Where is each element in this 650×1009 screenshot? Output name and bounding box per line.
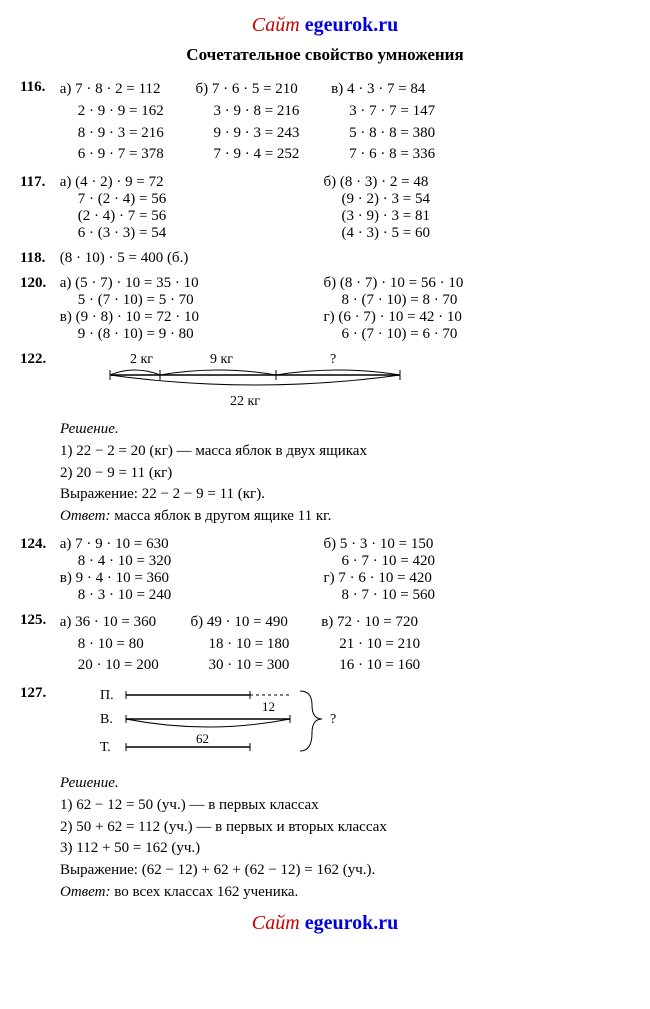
problem-118: 118. (8 · 10) · 5 = 400 (б.) (20, 250, 630, 267)
problem-127: 127. П. 12 В. 62 Т. ? Решение. 1) 62 − 1… (20, 685, 630, 904)
wm-prefix: Сайт (252, 14, 305, 36)
d127-62: 62 (196, 731, 209, 746)
d127-p: П. (100, 688, 114, 703)
d127-v: В. (100, 712, 113, 727)
sol-title: Решение. (60, 773, 630, 795)
pnum: 127. (20, 685, 56, 702)
d127-12: 12 (262, 699, 275, 714)
wm-site: egeurok.ru (305, 14, 399, 36)
d122-l3: ? (330, 352, 336, 367)
d127-t: Т. (100, 740, 111, 755)
sol-title: Решение. (60, 419, 630, 441)
problem-122: 122. 2 кг 9 кг ? 22 кг Решение. 1) 22 − … (20, 351, 630, 528)
problem-124: 124. а) 7 · 9 · 10 = 630 8 · 4 · 10 = 32… (20, 536, 630, 604)
problem-117: 117. а) (4 · 2) · 9 = 72 7 · (2 · 4) = 5… (20, 174, 630, 242)
diagram-127: П. 12 В. 62 Т. ? (100, 685, 400, 765)
pnum: 124. (20, 536, 56, 553)
pnum: 117. (20, 174, 56, 191)
d127-q: ? (330, 712, 336, 727)
diagram-122: 2 кг 9 кг ? 22 кг (100, 351, 420, 411)
d122-total: 22 кг (230, 394, 260, 409)
pnum: 122. (20, 351, 56, 368)
d122-l1: 2 кг (130, 352, 153, 367)
pnum: 118. (20, 250, 56, 267)
problem-125: 125. а) 36 · 10 = 360 8 · 10 = 80 20 · 1… (20, 612, 630, 677)
watermark-bottom: Сайт egeurok.ru (20, 912, 630, 935)
d122-l2: 9 кг (210, 352, 233, 367)
pnum: 120. (20, 275, 56, 292)
problem-120: 120. а) (5 · 7) · 10 = 35 · 10 5 · (7 · … (20, 275, 630, 343)
watermark-top: Сайт egeurok.ru (20, 14, 630, 37)
pnum: 116. (20, 79, 56, 96)
page-title: Сочетательное свойство умножения (20, 45, 630, 65)
problem-116: 116. а) 7 · 8 · 2 = 112 2 · 9 · 9 = 162 … (20, 79, 630, 166)
pnum: 125. (20, 612, 56, 629)
